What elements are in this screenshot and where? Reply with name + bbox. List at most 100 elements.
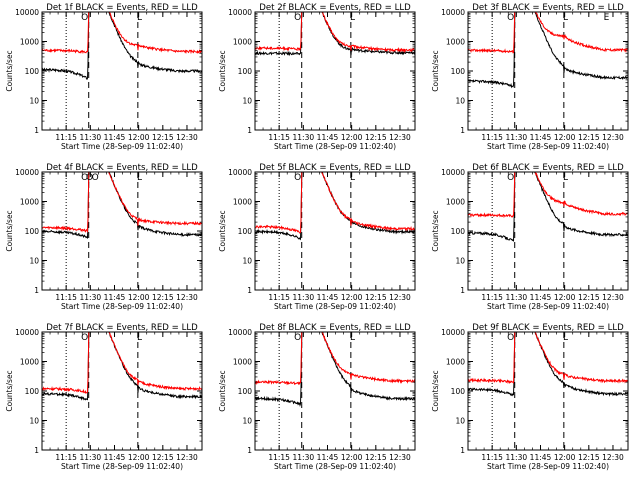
top-event-marker: O bbox=[81, 173, 88, 183]
lld-series-line bbox=[255, 332, 415, 386]
y-tick-label: 10000 bbox=[228, 168, 252, 177]
y-tick-label: 100 bbox=[451, 227, 466, 236]
y-tick-label: 100 bbox=[25, 67, 40, 76]
y-tick-label: 10 bbox=[242, 417, 252, 426]
x-tick-label: 12:30 bbox=[389, 133, 411, 142]
x-axis-label: Start Time (28-Sep-09 11:02:40) bbox=[274, 142, 396, 151]
plot-frame bbox=[254, 11, 416, 131]
plot-area bbox=[42, 332, 202, 450]
x-tick-label: 11:45 bbox=[317, 453, 339, 462]
x-tick-label: 12:00 bbox=[128, 293, 150, 302]
x-tick-label: 11:45 bbox=[317, 293, 339, 302]
x-axis-label: Start Time (28-Sep-09 11:02:40) bbox=[487, 302, 609, 311]
lld-series-line bbox=[42, 172, 202, 234]
y-tick-label: 10000 bbox=[228, 328, 252, 337]
y-tick-label: 10000 bbox=[228, 8, 252, 17]
y-tick-label: 1 bbox=[247, 126, 252, 135]
panel-title: Det 1f BLACK = Events, RED = LLD bbox=[46, 3, 198, 13]
y-tick-label: 10000 bbox=[441, 168, 465, 177]
x-tick-label: 12:15 bbox=[365, 453, 387, 462]
y-tick-label: 1 bbox=[247, 286, 252, 295]
y-tick-label: 1000 bbox=[233, 358, 252, 367]
y-tick-label: 10 bbox=[455, 257, 465, 266]
x-tick-label: 12:00 bbox=[341, 133, 363, 142]
y-tick-label: 1 bbox=[460, 286, 465, 295]
x-axis-label: Start Time (28-Sep-09 11:02:40) bbox=[61, 302, 183, 311]
y-tick-label: 100 bbox=[451, 387, 466, 396]
x-tick-label: 12:00 bbox=[128, 453, 150, 462]
lld-series-line bbox=[42, 332, 202, 394]
top-event-marker: O bbox=[507, 333, 514, 343]
y-axis-label: Counts/sec bbox=[218, 370, 227, 411]
top-event-marker: O bbox=[507, 13, 514, 23]
top-event-marker: O bbox=[294, 173, 301, 183]
y-tick-label: 1000 bbox=[233, 38, 252, 47]
y-tick-label: 100 bbox=[25, 387, 40, 396]
x-tick-label: 11:15 bbox=[55, 293, 77, 302]
lld-series-line bbox=[255, 12, 415, 53]
top-event-marker: L bbox=[563, 333, 568, 343]
x-tick-label: 12:15 bbox=[578, 293, 600, 302]
plot-frame bbox=[254, 171, 416, 291]
top-event-marker: O bbox=[507, 173, 514, 183]
plot-area bbox=[255, 12, 415, 130]
y-tick-label: 10000 bbox=[15, 8, 39, 17]
plot-area bbox=[468, 172, 628, 290]
y-tick-label: 10000 bbox=[15, 328, 39, 337]
lld-series-line bbox=[468, 332, 628, 385]
events-series-line bbox=[468, 12, 628, 89]
x-axis-label: Start Time (28-Sep-09 11:02:40) bbox=[274, 302, 396, 311]
plot-area bbox=[255, 172, 415, 290]
x-tick-label: 12:15 bbox=[365, 133, 387, 142]
x-tick-label: 11:15 bbox=[55, 453, 77, 462]
top-event-marker: L bbox=[350, 173, 355, 183]
y-tick-label: 10 bbox=[455, 97, 465, 106]
panel-title: Det 5f BLACK = Events, RED = LLD bbox=[259, 163, 411, 173]
x-tick-label: 12:15 bbox=[152, 453, 174, 462]
top-event-marker: L bbox=[563, 173, 568, 183]
y-tick-label: 1000 bbox=[446, 38, 465, 47]
y-tick-label: 1 bbox=[460, 446, 465, 455]
top-event-marker: L bbox=[350, 333, 355, 343]
y-tick-label: 10000 bbox=[15, 168, 39, 177]
top-event-marker: O bbox=[86, 173, 93, 183]
x-tick-label: 12:30 bbox=[389, 293, 411, 302]
x-tick-label: 11:15 bbox=[268, 293, 290, 302]
x-tick-label: 11:45 bbox=[317, 133, 339, 142]
top-event-marker: O bbox=[294, 333, 301, 343]
y-axis-label: Counts/sec bbox=[431, 210, 440, 251]
lld-series-line bbox=[255, 172, 415, 234]
x-tick-label: 12:00 bbox=[128, 133, 150, 142]
panel-title: Det 2f BLACK = Events, RED = LLD bbox=[259, 3, 411, 13]
top-event-marker: O bbox=[81, 13, 88, 23]
y-axis-label: Counts/sec bbox=[5, 50, 14, 91]
x-tick-label: 11:15 bbox=[55, 133, 77, 142]
x-axis-label: Start Time (28-Sep-09 11:02:40) bbox=[61, 142, 183, 151]
lld-series-line bbox=[468, 172, 628, 219]
x-tick-label: 12:30 bbox=[176, 453, 198, 462]
y-tick-label: 100 bbox=[238, 67, 253, 76]
top-event-marker: L bbox=[137, 13, 142, 23]
y-tick-label: 1000 bbox=[233, 198, 252, 207]
x-tick-label: 12:00 bbox=[554, 293, 576, 302]
x-tick-label: 11:45 bbox=[530, 293, 552, 302]
y-tick-label: 100 bbox=[238, 387, 253, 396]
plot-area bbox=[468, 12, 628, 130]
x-tick-label: 11:15 bbox=[481, 453, 503, 462]
y-axis-label: Counts/sec bbox=[5, 370, 14, 411]
x-tick-label: 11:15 bbox=[481, 133, 503, 142]
plot-area bbox=[255, 332, 415, 450]
x-tick-label: 11:15 bbox=[268, 133, 290, 142]
y-tick-label: 1 bbox=[34, 286, 39, 295]
y-axis-label: Counts/sec bbox=[431, 370, 440, 411]
panel-title: Det 7f BLACK = Events, RED = LLD bbox=[46, 323, 198, 333]
x-tick-label: 12:30 bbox=[176, 133, 198, 142]
x-tick-label: 11:30 bbox=[293, 133, 315, 142]
x-tick-label: 12:15 bbox=[152, 133, 174, 142]
